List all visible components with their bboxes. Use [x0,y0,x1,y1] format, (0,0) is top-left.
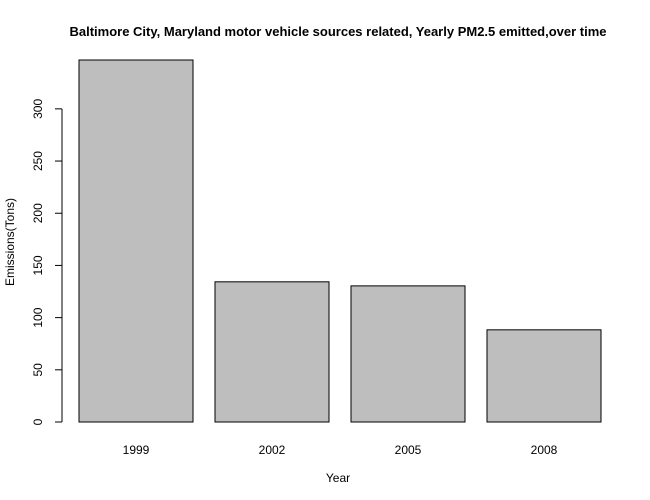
x-tick-label-2002: 2002 [259,443,286,457]
x-tick-label-2008: 2008 [531,443,558,457]
bar-2008 [486,329,602,423]
y-tick-label-50: 50 [31,363,45,377]
y-tick-label-200: 200 [31,203,45,223]
y-tick-label-0: 0 [31,418,45,425]
bar-2005 [350,285,466,423]
y-axis-label: Emissions(Tons) [3,198,17,286]
x-axis-tick-labels: 1999 2002 2005 2008 [123,443,558,457]
bar-1999 [78,59,194,423]
y-tick-label-150: 150 [31,255,45,275]
chart-title: Baltimore City, Maryland motor vehicle s… [69,24,606,39]
bars-group [78,59,602,423]
y-tick-label-100: 100 [31,307,45,327]
x-axis-label: Year [326,471,350,485]
y-axis: 0 50 100 150 200 250 300 [31,99,63,425]
y-tick-label-250: 250 [31,151,45,171]
x-tick-label-2005: 2005 [395,443,422,457]
bar-2002 [214,281,330,423]
x-tick-label-1999: 1999 [123,443,150,457]
y-tick-label-300: 300 [31,99,45,119]
